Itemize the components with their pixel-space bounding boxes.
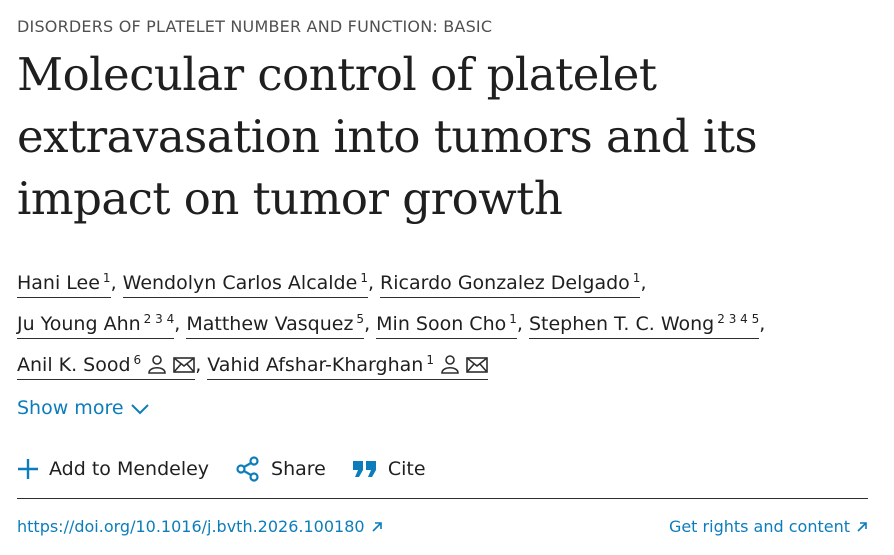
author-name[interactable]: Wendolyn Carlos Alcalde bbox=[122, 272, 358, 294]
affiliation-ref[interactable]: 2 bbox=[143, 312, 152, 326]
action-label[interactable]: Share bbox=[271, 458, 326, 480]
doi-link[interactable]: https://doi.org/10.1016/j.bvth.2026.1001… bbox=[17, 517, 383, 536]
affiliations: 1 bbox=[426, 353, 434, 367]
separator: , bbox=[516, 313, 523, 335]
affiliations: 2 3 4 bbox=[144, 312, 175, 326]
author-name[interactable]: Stephen T. C. Wong bbox=[528, 313, 715, 335]
separator: , bbox=[640, 272, 647, 294]
author[interactable]: Ju Young Ahn 2 3 4 bbox=[17, 312, 175, 339]
author[interactable]: Anil K. Sood 6 bbox=[17, 353, 196, 380]
show-more-text[interactable]: Show more bbox=[17, 397, 124, 419]
action-label[interactable]: Add to Mendeley bbox=[49, 458, 210, 480]
rights-text[interactable]: Get rights and content bbox=[668, 517, 850, 536]
mail-icon bbox=[173, 357, 195, 373]
divider bbox=[17, 498, 868, 499]
author-name[interactable]: Min Soon Cho bbox=[376, 313, 507, 335]
author-name[interactable]: Vahid Afshar-Kharghan bbox=[207, 354, 424, 376]
affiliations: 1 bbox=[509, 312, 517, 326]
author-name[interactable]: Ju Young Ahn bbox=[17, 313, 141, 335]
title-line: impact on tumor growth bbox=[17, 172, 563, 225]
author-name[interactable]: Matthew Vasquez bbox=[186, 313, 354, 335]
doi-text[interactable]: https://doi.org/10.1016/j.bvth.2026.1001… bbox=[17, 517, 365, 536]
author-list: Hani Lee 1, Wendolyn Carlos Alcalde 1, Ric… bbox=[17, 260, 765, 383]
affiliations: 1 bbox=[103, 271, 111, 285]
affiliation-ref[interactable]: 4 bbox=[740, 312, 748, 326]
external-icon bbox=[371, 522, 382, 532]
show-more[interactable]: Show more bbox=[17, 397, 150, 419]
quote-icon bbox=[352, 461, 376, 477]
title-line: Molecular control of platelet bbox=[17, 48, 657, 101]
affiliation-ref[interactable]: 3 bbox=[155, 312, 163, 326]
author[interactable]: Hani Lee 1 bbox=[17, 271, 111, 298]
affiliation-ref[interactable]: 1 bbox=[509, 312, 517, 326]
author[interactable]: Ricardo Gonzalez Delgado 1 bbox=[380, 271, 641, 298]
share-icon bbox=[236, 456, 259, 482]
affiliation-ref[interactable]: 2 bbox=[717, 312, 725, 326]
section-label: DISORDERS OF PLATELET NUMBER AND FUNCTIO… bbox=[17, 17, 493, 36]
author-name[interactable]: Anil K. Sood bbox=[17, 354, 131, 376]
author[interactable]: Matthew Vasquez 5 bbox=[186, 312, 365, 339]
affiliations: 6 bbox=[134, 353, 142, 367]
affiliation-ref[interactable]: 1 bbox=[426, 353, 434, 367]
separator: , bbox=[110, 272, 117, 294]
affiliations: 2 3 4 5 bbox=[717, 312, 759, 326]
action-bar: Add to Mendeley Share Cite bbox=[17, 456, 426, 482]
person-icon bbox=[441, 355, 459, 374]
separator: , bbox=[759, 313, 766, 335]
affiliation-ref[interactable]: 5 bbox=[356, 312, 365, 326]
separator: , bbox=[364, 313, 371, 335]
chevron-icon bbox=[130, 404, 149, 415]
affiliation-ref[interactable]: 4 bbox=[166, 312, 175, 326]
affiliation-ref[interactable]: 1 bbox=[360, 271, 368, 285]
author[interactable]: Min Soon Cho 1 bbox=[376, 312, 517, 339]
separator: , bbox=[174, 313, 181, 335]
mendeley-button[interactable]: Add to Mendeley bbox=[17, 456, 209, 482]
affiliation-ref[interactable]: 1 bbox=[102, 271, 111, 285]
author[interactable]: Vahid Afshar-Kharghan 1 bbox=[207, 353, 488, 380]
author[interactable]: Wendolyn Carlos Alcalde 1 bbox=[122, 271, 368, 298]
external-icon bbox=[857, 522, 867, 532]
affiliation-ref[interactable]: 6 bbox=[133, 353, 142, 367]
affiliations: 1 bbox=[633, 271, 641, 285]
rights-link[interactable]: Get rights and content bbox=[669, 517, 868, 536]
author-name[interactable]: Hani Lee bbox=[17, 272, 100, 294]
separator: , bbox=[195, 354, 202, 376]
author[interactable]: Stephen T. C. Wong 2 3 4 5 bbox=[528, 312, 760, 339]
title-line: extravasation into tumors and its bbox=[17, 110, 758, 163]
mail-icon bbox=[466, 357, 488, 373]
article-title: Molecular control of platelet extravasat… bbox=[17, 44, 758, 230]
author-name[interactable]: Ricardo Gonzalez Delgado bbox=[380, 272, 630, 294]
action-label[interactable]: Cite bbox=[387, 458, 426, 480]
separator: , bbox=[367, 272, 374, 294]
affiliation-ref[interactable]: 3 bbox=[728, 312, 737, 326]
plus-icon bbox=[18, 459, 38, 479]
affiliations: 5 bbox=[356, 312, 364, 326]
person-icon bbox=[148, 355, 166, 374]
affiliation-ref[interactable]: 5 bbox=[751, 312, 760, 326]
cite-button[interactable]: Cite bbox=[352, 456, 426, 482]
affiliations: 1 bbox=[360, 271, 368, 285]
share-button[interactable]: Share bbox=[235, 456, 326, 482]
affiliation-ref[interactable]: 1 bbox=[632, 271, 641, 285]
